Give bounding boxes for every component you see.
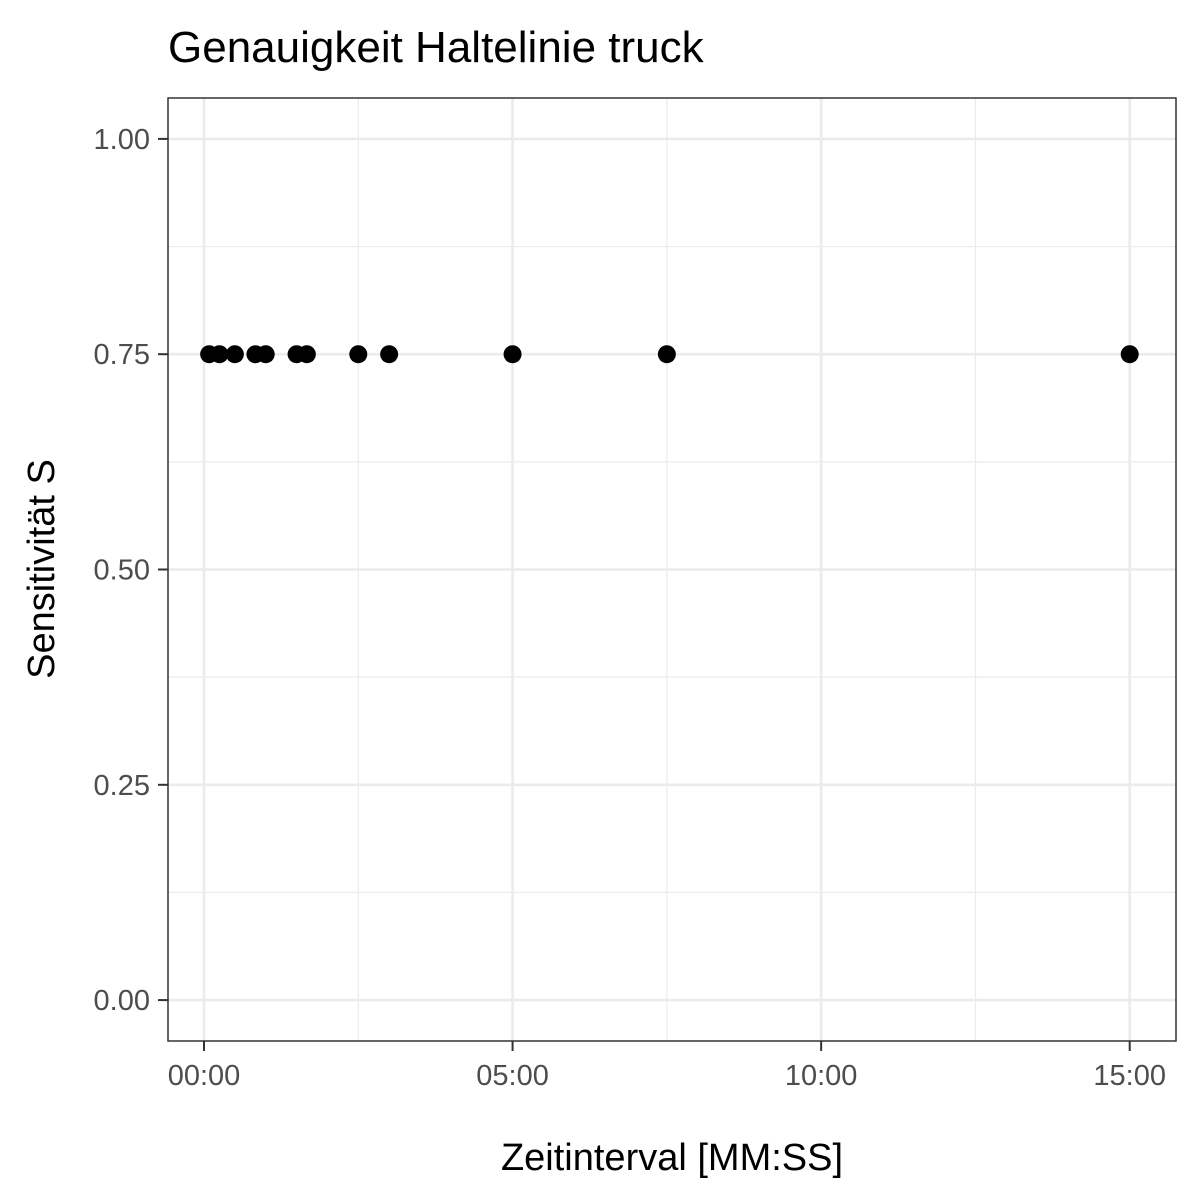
- y-tick-label: 1.00: [94, 124, 150, 156]
- data-point: [380, 345, 399, 364]
- x-tick-label: 15:00: [1093, 1060, 1166, 1092]
- x-tick-label: 10:00: [785, 1060, 858, 1092]
- data-point: [297, 345, 316, 364]
- y-tick-label: 0.25: [94, 770, 150, 802]
- data-point: [256, 345, 275, 364]
- x-tick-label: 05:00: [476, 1060, 549, 1092]
- data-point: [503, 345, 522, 364]
- chart-title: Genauigkeit Haltelinie truck: [168, 23, 705, 72]
- data-point: [1120, 345, 1139, 364]
- tick-layer: 0.00 0.25 0.50 0.75 1.00 00:00 05:00 10:00 15:00: [94, 124, 1166, 1092]
- y-tick-label: 0.00: [94, 985, 150, 1017]
- y-axis-title: Sensitivität S: [21, 459, 63, 679]
- grid-layer: [168, 98, 1176, 1041]
- y-tick-label: 0.75: [94, 339, 150, 371]
- data-point: [225, 345, 244, 364]
- data-point: [657, 345, 676, 364]
- y-tick-label: 0.50: [94, 555, 150, 587]
- data-point: [349, 345, 368, 364]
- x-tick-label: 00:00: [168, 1060, 241, 1092]
- data-point: [210, 345, 229, 364]
- point-layer: [200, 345, 1139, 364]
- x-axis-title: Zeitinterval [MM:SS]: [501, 1137, 843, 1179]
